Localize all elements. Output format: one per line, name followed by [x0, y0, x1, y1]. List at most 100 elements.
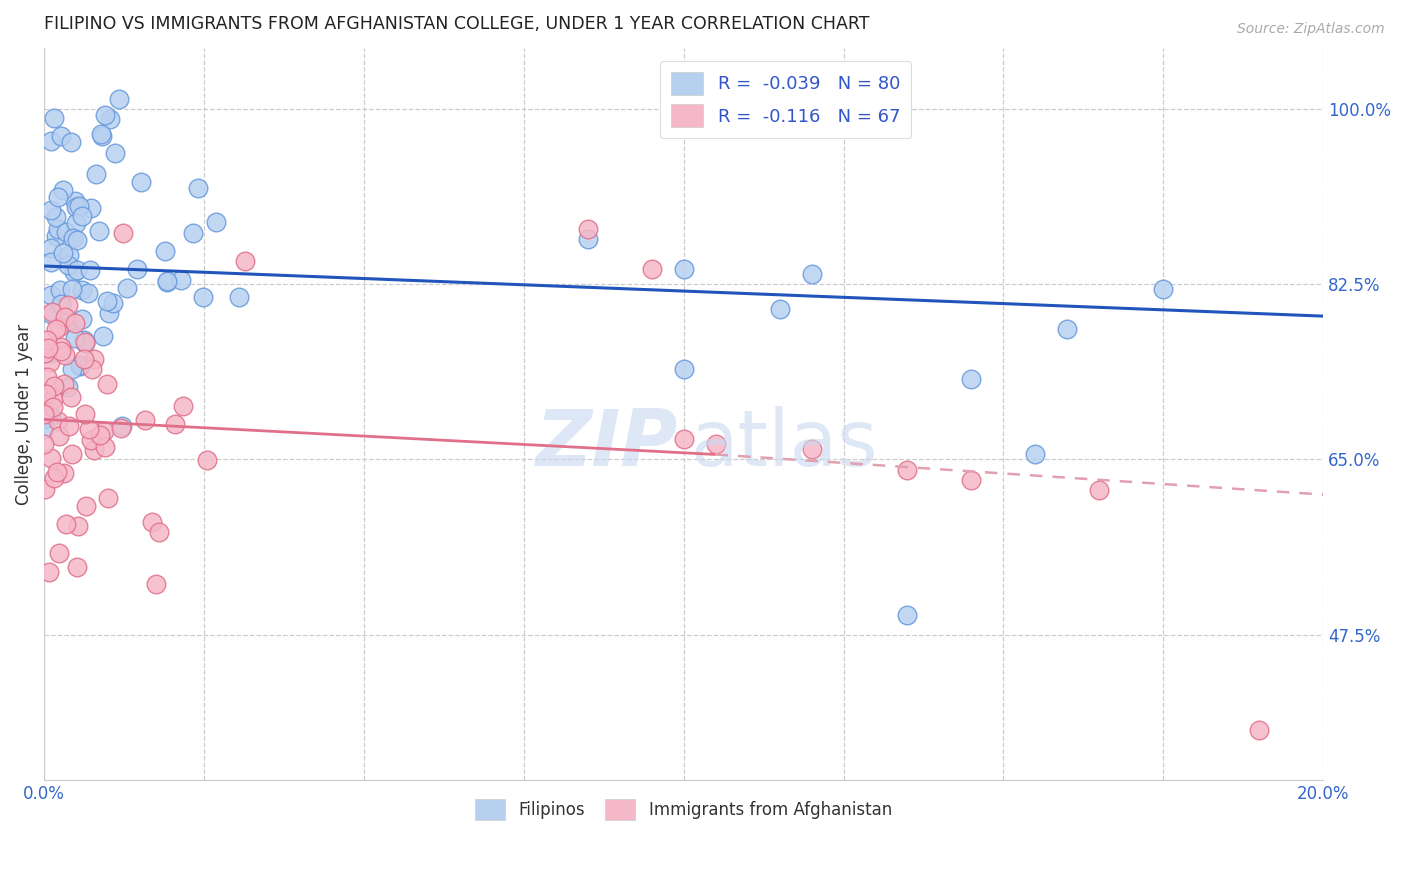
Point [104, 146, 127, 161]
Point [46, 221, 69, 235]
Point [39, 288, 62, 302]
Point [204, 215, 226, 229]
Point [49, 344, 72, 359]
Point [1056, 322, 1078, 336]
Point [67, 199, 90, 213]
Point [34, 483, 56, 497]
Point [98, 112, 121, 127]
Point [800, 442, 823, 457]
Point [35, 333, 58, 347]
Point [672, 362, 695, 376]
Point [58, 248, 80, 262]
Point [44, 111, 66, 125]
Point [51, 128, 73, 143]
Point [181, 226, 204, 240]
Point [1152, 282, 1174, 296]
Point [79, 422, 101, 436]
Point [75, 500, 97, 514]
Point [73, 335, 96, 350]
Point [49, 297, 72, 311]
Point [60, 447, 83, 461]
Point [84, 167, 107, 181]
Point [34, 345, 56, 359]
Point [89, 428, 111, 442]
Point [60, 362, 83, 376]
Point [69, 358, 91, 372]
Point [60, 281, 83, 295]
Point [45, 228, 67, 243]
Point [32, 412, 55, 426]
Point [98, 305, 121, 319]
Point [1088, 483, 1111, 497]
Point [56, 258, 79, 272]
Point [103, 296, 125, 310]
Text: ZIP: ZIP [534, 406, 678, 482]
Point [233, 254, 256, 268]
Point [63, 194, 86, 209]
Point [704, 437, 727, 451]
Point [32, 422, 55, 436]
Point [62, 265, 84, 279]
Point [576, 232, 599, 246]
Point [73, 335, 96, 350]
Point [141, 515, 163, 529]
Point [46, 413, 69, 427]
Text: Source: ZipAtlas.com: Source: ZipAtlas.com [1237, 22, 1385, 37]
Point [73, 407, 96, 421]
Point [63, 331, 86, 345]
Point [108, 92, 131, 106]
Point [1024, 448, 1046, 462]
Point [32, 402, 55, 417]
Point [45, 322, 67, 336]
Point [42, 401, 65, 415]
Legend: Filipinos, Immigrants from Afghanistan: Filipinos, Immigrants from Afghanistan [468, 792, 898, 827]
Point [60, 136, 83, 150]
Point [66, 560, 89, 574]
Point [94, 440, 117, 454]
Point [65, 316, 87, 330]
Point [960, 473, 983, 487]
Point [94, 108, 117, 122]
Point [44, 471, 66, 485]
Point [90, 127, 112, 141]
Point [65, 215, 87, 229]
Point [39, 241, 62, 255]
Point [41, 307, 63, 321]
Point [52, 183, 75, 197]
Point [80, 201, 103, 215]
Point [32, 437, 55, 451]
Point [37, 341, 59, 355]
Point [38, 354, 60, 368]
Point [640, 262, 662, 277]
Point [96, 293, 118, 308]
Point [79, 263, 101, 277]
Point [66, 233, 89, 247]
Point [172, 399, 194, 413]
Point [49, 283, 72, 297]
Point [896, 462, 918, 476]
Point [111, 227, 134, 241]
Point [80, 433, 103, 447]
Point [163, 417, 186, 431]
Point [134, 413, 156, 427]
Point [35, 387, 58, 401]
Point [39, 451, 62, 466]
Point [768, 302, 790, 317]
Point [70, 209, 93, 223]
Point [148, 525, 170, 540]
Point [59, 390, 82, 404]
Point [39, 135, 62, 149]
Point [55, 310, 77, 325]
Point [58, 419, 80, 434]
Point [45, 466, 67, 480]
Point [53, 376, 76, 391]
Point [41, 305, 63, 319]
Point [156, 275, 179, 289]
Point [1249, 723, 1271, 738]
Point [960, 372, 983, 386]
Point [70, 312, 93, 326]
Point [576, 222, 599, 236]
Point [39, 346, 62, 360]
Point [46, 190, 69, 204]
Point [48, 546, 70, 560]
